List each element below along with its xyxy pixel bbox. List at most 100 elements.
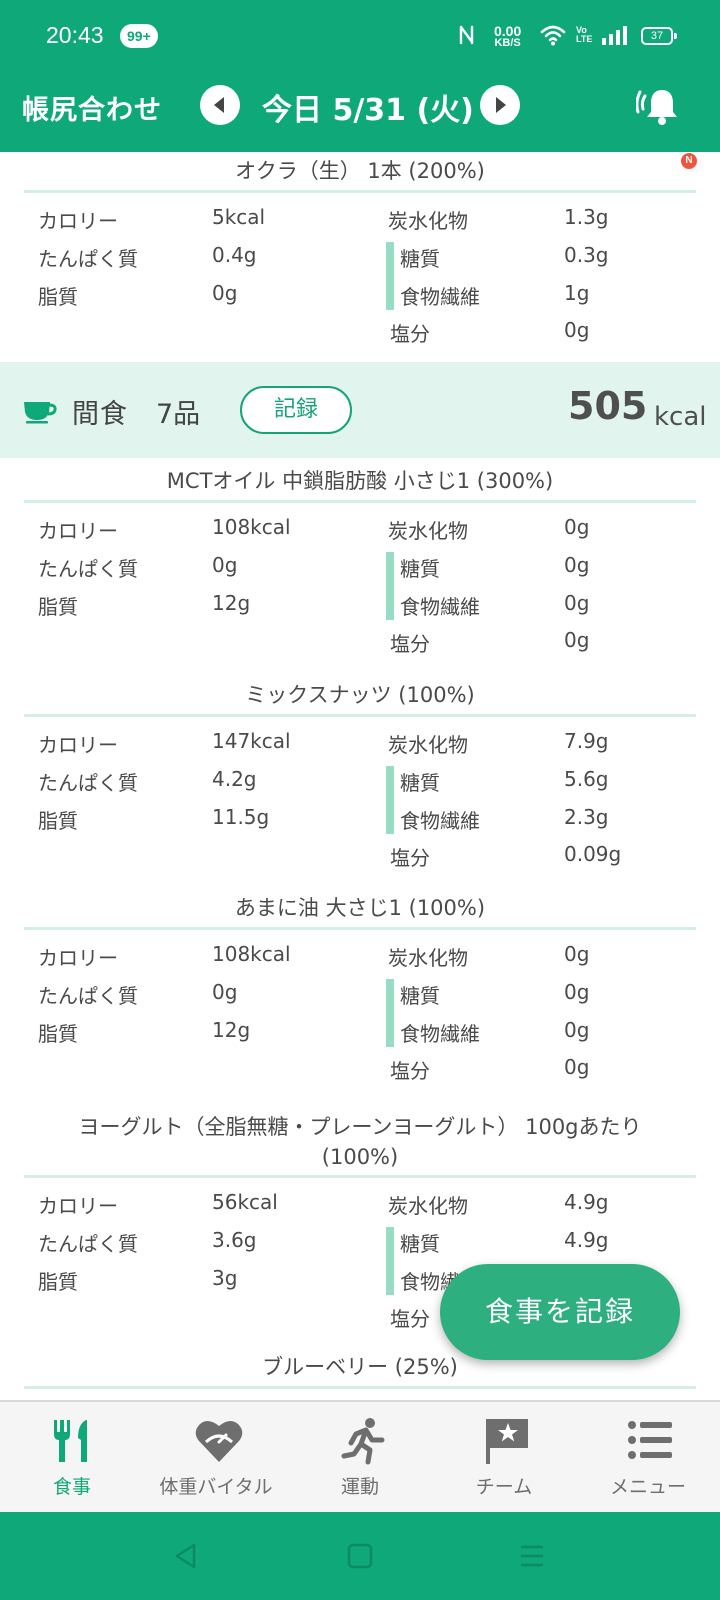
tab-weight-vitals[interactable]: 体重バイタル <box>144 1402 288 1512</box>
food-divider <box>24 1386 696 1389</box>
runner-icon <box>341 1418 385 1465</box>
tab-label: メニュー <box>609 1476 686 1498</box>
carbs-breakdown-bar <box>386 1227 394 1295</box>
calorie-value: 108kcal <box>212 515 291 539</box>
cup-icon <box>24 402 57 424</box>
next-day-button[interactable] <box>480 85 520 125</box>
app-bar: 帳尻合わせ 今日 5/31 (火) N <box>0 70 720 170</box>
carbs-value: 4.9g <box>564 1190 609 1214</box>
carbs-value: 7.9g <box>564 729 609 753</box>
sugar-value: 4.9g <box>564 1228 609 1252</box>
notification-count-badge: 99+ <box>120 24 158 48</box>
protein-value: 4.2g <box>212 767 257 791</box>
recents-icon[interactable] <box>518 1542 546 1570</box>
salt-label: 塩分 <box>390 846 430 870</box>
food-divider <box>24 927 696 930</box>
calorie-value: 5kcal <box>212 205 266 229</box>
fiber-value: 0g <box>564 591 590 615</box>
carbs-breakdown-bar <box>386 242 394 310</box>
previous-day-button[interactable] <box>200 85 240 125</box>
food-title: ミックスナッツ (100%) <box>245 683 475 707</box>
fiber-label: 食物繊維 <box>400 809 480 833</box>
carbs-label: 炭水化物 <box>388 209 468 233</box>
tab-meals[interactable]: 食事 <box>0 1402 144 1512</box>
tab-team[interactable]: チーム <box>432 1402 576 1512</box>
protein-label: たんぱく質 <box>38 771 138 795</box>
carbs-breakdown-bar <box>386 552 394 620</box>
fork-knife-icon <box>54 1420 87 1462</box>
fiber-value: 2.3g <box>564 805 609 829</box>
protein-value: 0g <box>212 980 238 1004</box>
food-divider <box>24 500 696 503</box>
carbs-breakdown-bar <box>386 979 394 1047</box>
food-divider <box>24 190 696 193</box>
system-navigation-bar <box>0 1512 720 1600</box>
calorie-label: カロリー <box>38 946 118 970</box>
fiber-label: 食物繊維 <box>400 285 480 309</box>
notification-bell-icon[interactable] <box>636 80 688 132</box>
carbs-value: 0g <box>564 942 590 966</box>
protein-value: 0g <box>212 553 238 577</box>
salt-label: 塩分 <box>390 1307 430 1331</box>
notification-badge: N <box>680 152 698 170</box>
calorie-label: カロリー <box>38 519 118 543</box>
wifi-icon <box>540 25 566 46</box>
record-meal-fab[interactable]: 食事を記録 <box>440 1264 680 1360</box>
calorie-label: カロリー <box>38 733 118 757</box>
tab-label: 食事 <box>52 1476 91 1498</box>
calorie-label: カロリー <box>38 209 118 233</box>
calorie-value: 147kcal <box>212 729 291 753</box>
signal-icon <box>602 26 627 45</box>
item-count: 7品 <box>156 399 201 430</box>
record-button[interactable]: 記録 <box>240 386 352 434</box>
fat-label: 脂質 <box>38 1270 78 1294</box>
calorie-value: 56kcal <box>212 1190 278 1214</box>
carbs-label: 炭水化物 <box>388 519 468 543</box>
fat-label: 脂質 <box>38 285 78 309</box>
sugar-label: 糖質 <box>400 557 440 581</box>
fiber-value: 1g <box>564 281 590 305</box>
network-speed-value: 0.00 <box>494 23 522 39</box>
fiber-value: 0g <box>564 1018 590 1042</box>
sugar-label: 糖質 <box>400 1232 440 1256</box>
food-title: ブルーベリー (25%) <box>262 1355 458 1379</box>
heart-scale-icon <box>195 1420 243 1462</box>
food-divider <box>24 1175 696 1178</box>
sugar-label: 糖質 <box>400 247 440 271</box>
status-bar: 20:43 99+ 0.00 KB/S Vo LTE 37 <box>0 0 720 70</box>
back-icon[interactable] <box>172 1542 200 1570</box>
bottom-tab-bar: 食事 体重バイタル 運動 チーム メニュー <box>0 1400 720 1512</box>
food-title: MCTオイル 中鎖脂肪酸 小さじ1 (300%) <box>166 469 554 493</box>
fiber-label: 食物繊維 <box>400 595 480 619</box>
fat-label: 脂質 <box>38 1022 78 1046</box>
tab-menu[interactable]: メニュー <box>576 1402 720 1512</box>
protein-label: たんぱく質 <box>38 984 138 1008</box>
fat-value: 0g <box>212 281 238 305</box>
carbs-breakdown-bar <box>386 766 394 834</box>
food-title-line2: (100%) <box>321 1145 399 1169</box>
carbs-value: 0g <box>564 515 590 539</box>
triangle-right-icon <box>496 97 506 113</box>
fat-value: 11.5g <box>212 805 270 829</box>
status-time: 20:43 <box>46 22 104 48</box>
food-title: ヨーグルト（全脂無糖・プレーンヨーグルト） 100gあたり <box>78 1115 642 1139</box>
carbs-value: 1.3g <box>564 205 609 229</box>
fat-value: 3g <box>212 1266 238 1290</box>
tab-label: 運動 <box>340 1476 379 1498</box>
network-speed-unit: KB/S <box>494 37 521 49</box>
food-title: オクラ（生） 1本 (200%) <box>235 159 485 183</box>
app-title: 帳尻合わせ <box>22 95 162 126</box>
calorie-label: カロリー <box>38 1194 118 1218</box>
total-kcal: 505 <box>568 384 648 428</box>
salt-value: 0g <box>564 628 590 652</box>
home-icon[interactable] <box>346 1542 374 1570</box>
fat-label: 脂質 <box>38 595 78 619</box>
current-date[interactable]: 今日 5/31 (火) <box>262 93 474 128</box>
network-speed: 0.00 KB/S <box>494 24 521 49</box>
battery-icon: 37 <box>641 27 677 45</box>
fat-value: 12g <box>212 1018 251 1042</box>
tab-exercise[interactable]: 運動 <box>288 1402 432 1512</box>
carbs-label: 炭水化物 <box>388 1194 468 1218</box>
meal-type-label: 間食 <box>72 399 128 430</box>
tab-label: チーム <box>475 1476 533 1498</box>
